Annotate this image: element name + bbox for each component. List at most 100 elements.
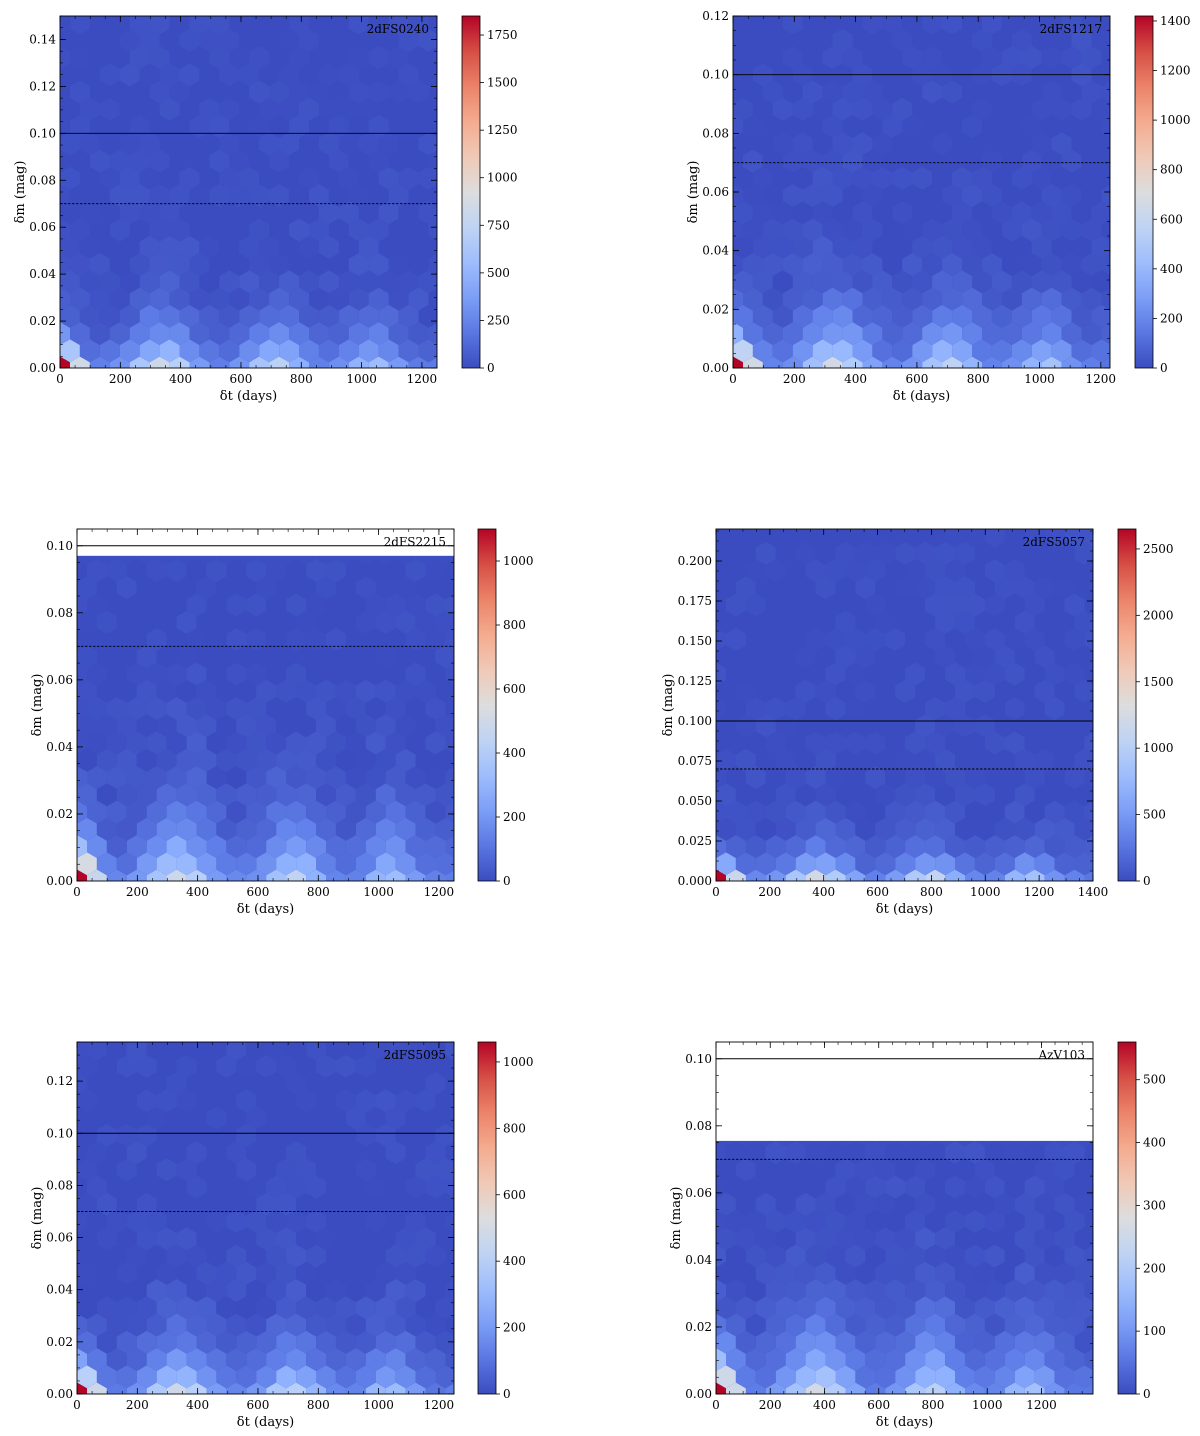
hexbin-cell <box>942 115 963 138</box>
hexbin-cell <box>77 697 87 720</box>
hexbin-cell <box>842 253 863 276</box>
hexbin-cell <box>755 783 776 807</box>
hexbin-cell <box>335 1123 356 1147</box>
hexbin-cell <box>326 662 346 686</box>
hexbin-cell <box>845 800 866 824</box>
hexbin-cell <box>772 97 793 121</box>
hexbin-cell <box>439 270 459 293</box>
hexbin-cell <box>236 1123 257 1147</box>
hexbin-cell <box>735 1192 756 1216</box>
y-tick-label: 0.06 <box>46 1231 73 1245</box>
hexbin-cell <box>922 218 943 242</box>
hexbin-cell <box>982 16 1002 35</box>
hexbin-cell <box>1054 748 1075 772</box>
hexbin-cell <box>316 748 336 772</box>
hexbin-cell <box>136 783 157 807</box>
hexbin-cell <box>408 253 429 276</box>
hexbin-cell <box>246 800 267 824</box>
y-tick-label: 0.050 <box>678 794 712 808</box>
hexbin-cell <box>306 1072 326 1095</box>
hexbin-cell <box>96 783 117 807</box>
hexbin-cell <box>445 697 454 720</box>
hexbin-cell <box>179 132 200 156</box>
hexbin-cell <box>326 869 346 881</box>
hexbin-cell <box>129 322 150 345</box>
hexbin-cell <box>835 679 856 703</box>
hexbin-cell <box>752 304 773 328</box>
hexbin-cell <box>1101 288 1110 310</box>
hexbin-cell <box>905 593 926 617</box>
hexbin-cell <box>984 628 1005 651</box>
hexbin-cell <box>872 201 893 225</box>
hexbin-cell <box>905 869 926 881</box>
hexbin-cell <box>765 1175 786 1199</box>
hexbin-cell <box>915 679 936 703</box>
hexbin-cell <box>1034 1330 1055 1354</box>
hexbin-cell <box>875 679 896 703</box>
hexbin-cell <box>765 559 786 582</box>
hexbin-cell <box>77 1072 87 1095</box>
hexbin-cell <box>952 270 972 294</box>
hexbin-cell <box>126 662 147 686</box>
hexbin-cell <box>882 149 903 173</box>
hexbin-cell <box>256 783 277 807</box>
hexbin-cell <box>129 115 150 138</box>
hexbin-cell <box>77 1279 87 1302</box>
hexbin-cell <box>239 270 260 294</box>
hexbin-cell <box>1061 149 1082 173</box>
hexbin-cell <box>716 817 736 841</box>
hexbin-cell <box>316 679 336 703</box>
hexbin-cell <box>952 28 972 52</box>
hexbin-cell <box>206 559 227 582</box>
hexbin-cell <box>994 783 1015 807</box>
hexbin-cell <box>965 628 985 651</box>
hexbin-cell <box>405 662 426 686</box>
hexbin-cell <box>905 766 926 789</box>
hexbin-cell <box>865 800 886 824</box>
hexbin-cell <box>116 645 137 669</box>
hexbin-cell <box>1001 287 1022 311</box>
hexbin-cell <box>885 697 906 720</box>
hexbin-cell <box>1024 800 1045 824</box>
hexbin-cell <box>286 697 307 720</box>
hexbin-cell <box>815 714 836 738</box>
hexbin-cell <box>1031 166 1052 190</box>
hexbin-cell <box>186 1210 207 1233</box>
hexbin-cell <box>735 645 756 669</box>
hexbin-cell <box>942 253 963 276</box>
hexbin-cell <box>338 132 359 156</box>
hexbin-cell <box>1044 869 1065 881</box>
hexbin-top-edge <box>716 1132 1093 1141</box>
hexbin-cell <box>119 97 140 121</box>
hexbin-cell <box>355 783 376 807</box>
hexbin-cell <box>962 184 982 207</box>
x-tick-label: 600 <box>866 885 889 899</box>
hexbin-cell <box>1024 628 1045 651</box>
hexbin-cell <box>1064 731 1085 755</box>
hexbin-cell <box>765 697 786 720</box>
hexbin-cell <box>955 1330 975 1354</box>
hexbin-cell <box>984 1244 1005 1268</box>
hexbin-cell <box>226 1244 247 1268</box>
hexbin-cell <box>832 97 853 121</box>
hexbin-cell <box>189 218 210 242</box>
hexbin-cell <box>77 1227 97 1251</box>
hexbin-cell <box>129 80 150 104</box>
hexbin-cell <box>1064 766 1085 789</box>
hexbin-cell <box>1074 817 1093 841</box>
x-tick-label: 200 <box>126 1398 149 1412</box>
hexbin-cell <box>1095 645 1115 668</box>
hexbin-cell <box>825 835 846 858</box>
hexbin-cell <box>395 1296 416 1320</box>
hexbin-cell <box>116 748 137 772</box>
hexbin-cell <box>855 714 876 738</box>
hexbin-cell <box>77 1106 87 1130</box>
hexbin-cell <box>358 166 379 190</box>
hexbin-cell <box>755 817 776 841</box>
hexbin-cell <box>89 253 110 276</box>
hexbin-cell <box>1044 835 1065 858</box>
hexbin-cell <box>316 1192 336 1216</box>
hexbin-cell <box>805 697 826 720</box>
hexbin-cell <box>456 1158 476 1181</box>
hexbin-cell <box>425 1042 446 1061</box>
